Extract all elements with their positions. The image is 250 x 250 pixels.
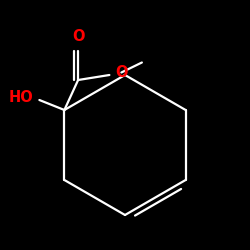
- Text: O: O: [72, 29, 85, 44]
- Text: HO: HO: [8, 90, 33, 106]
- Text: O: O: [116, 65, 128, 80]
